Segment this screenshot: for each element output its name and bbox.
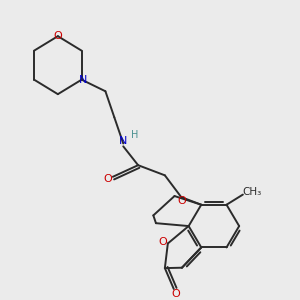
Text: O: O [53, 31, 62, 41]
Text: O: O [171, 289, 180, 299]
Text: CH₃: CH₃ [243, 187, 262, 197]
Text: N: N [119, 136, 128, 146]
Text: O: O [103, 174, 112, 184]
Text: H: H [131, 130, 138, 140]
Text: O: O [177, 196, 186, 206]
Text: O: O [158, 237, 167, 247]
Text: N: N [79, 75, 87, 85]
